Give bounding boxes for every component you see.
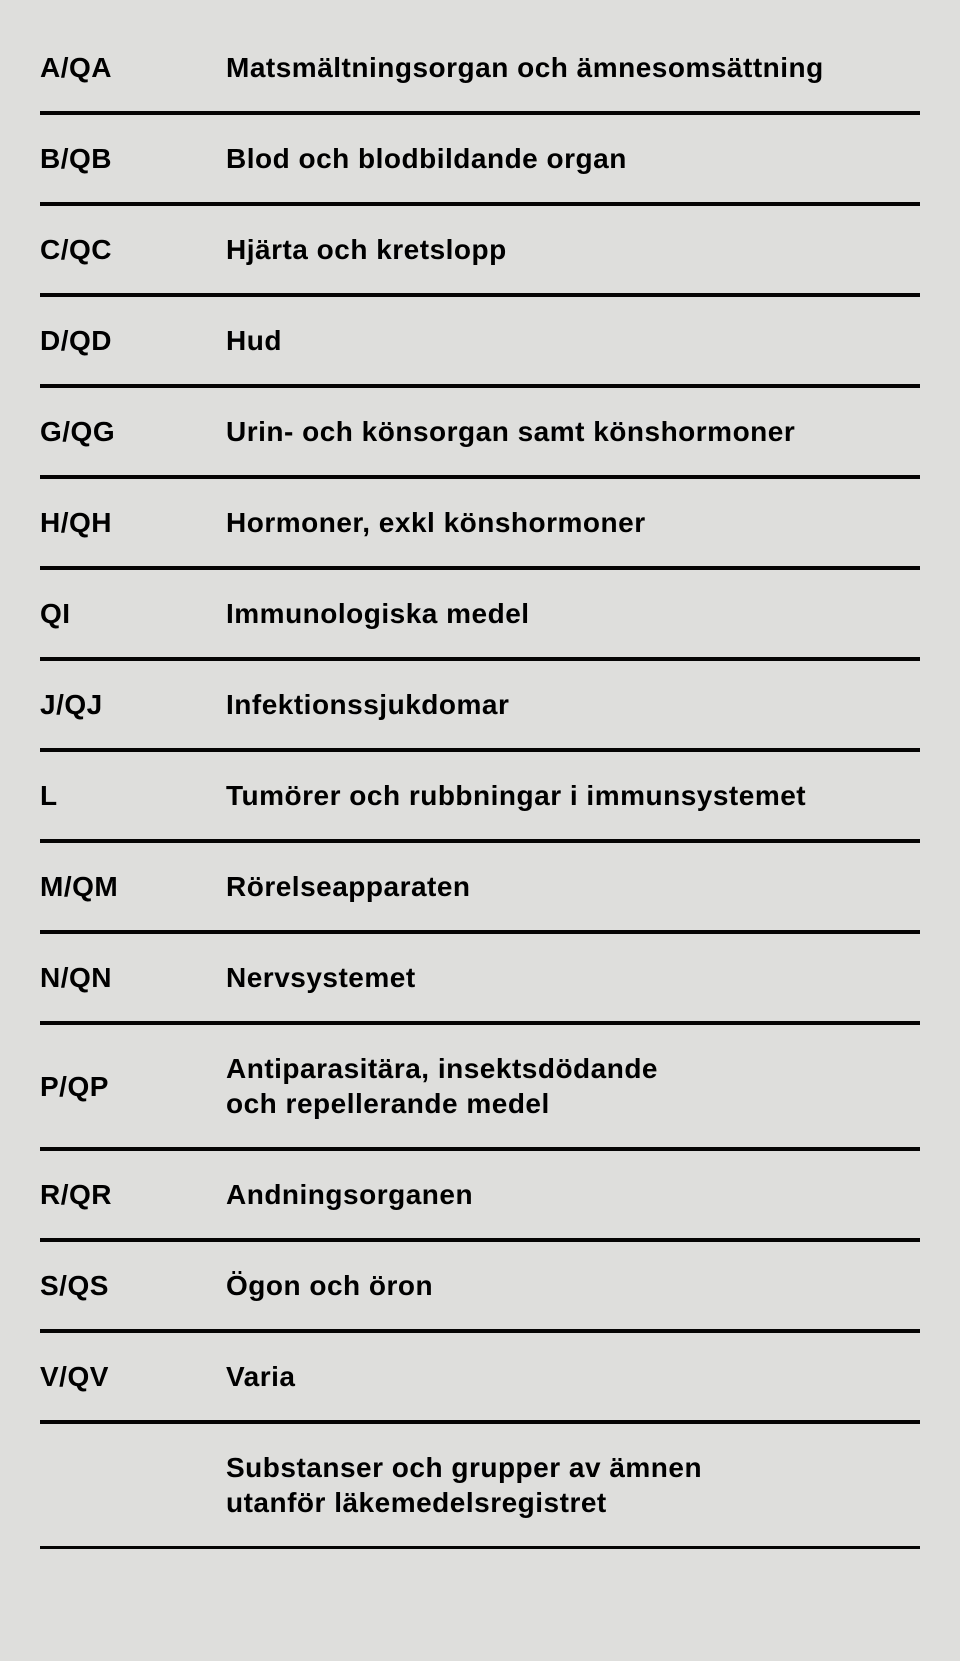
code-cell: G/QG (40, 414, 226, 449)
table-row: S/QS Ögon och öron (40, 1242, 920, 1333)
code-cell: V/QV (40, 1359, 226, 1394)
table-row: M/QM Rörelseapparaten (40, 843, 920, 934)
table-row: QI Immunologiska medel (40, 570, 920, 661)
description-cell: Matsmältningsorgan och ämnesomsättning (226, 50, 920, 85)
code-cell: H/QH (40, 505, 226, 540)
code-cell: M/QM (40, 869, 226, 904)
code-cell: P/QP (40, 1069, 226, 1104)
table-row: P/QP Antiparasitära, insektsdödande och … (40, 1025, 920, 1151)
code-cell: C/QC (40, 232, 226, 267)
description-line: och repellerande medel (226, 1086, 920, 1121)
table-row: B/QB Blod och blodbildande organ (40, 115, 920, 206)
code-cell: S/QS (40, 1268, 226, 1303)
description-cell: Blod och blodbildande organ (226, 141, 920, 176)
code-cell: A/QA (40, 50, 226, 85)
table-row: N/QN Nervsystemet (40, 934, 920, 1025)
code-cell: N/QN (40, 960, 226, 995)
table-row: H/QH Hormoner, exkl könshormoner (40, 479, 920, 570)
table-row: J/QJ Infektionssjukdomar (40, 661, 920, 752)
footer-line: Substanser och grupper av ämnen (226, 1452, 702, 1483)
table-row: L Tumörer och rubbningar i immunsystemet (40, 752, 920, 843)
table-row: V/QV Varia (40, 1333, 920, 1424)
description-cell: Urin- och könsorgan samt könshormoner (226, 414, 920, 449)
description-cell: Hormoner, exkl könshormoner (226, 505, 920, 540)
description-cell: Nervsystemet (226, 960, 920, 995)
description-cell: Infektionssjukdomar (226, 687, 920, 722)
description-cell: Andningsorganen (226, 1177, 920, 1212)
description-line: Antiparasitära, insektsdödande (226, 1053, 658, 1084)
table-row: D/QD Hud (40, 297, 920, 388)
description-cell: Hjärta och kretslopp (226, 232, 920, 267)
footer-line: utanför läkemedelsregistret (226, 1485, 920, 1520)
description-cell: Antiparasitära, insektsdödande och repel… (226, 1051, 920, 1121)
description-cell: Rörelseapparaten (226, 869, 920, 904)
code-cell: J/QJ (40, 687, 226, 722)
description-cell: Varia (226, 1359, 920, 1394)
classification-table: A/QA Matsmältningsorgan och ämnesomsättn… (40, 50, 920, 1549)
description-cell: Tumörer och rubbningar i immunsystemet (226, 778, 920, 813)
table-row: A/QA Matsmältningsorgan och ämnesomsättn… (40, 50, 920, 115)
code-cell: B/QB (40, 141, 226, 176)
table-row: R/QR Andningsorganen (40, 1151, 920, 1242)
description-cell: Immunologiska medel (226, 596, 920, 631)
code-cell: L (40, 778, 226, 813)
table-row: C/QC Hjärta och kretslopp (40, 206, 920, 297)
code-cell: R/QR (40, 1177, 226, 1212)
description-cell: Ögon och öron (226, 1268, 920, 1303)
code-cell: D/QD (40, 323, 226, 358)
code-cell: QI (40, 596, 226, 631)
table-row: G/QG Urin- och könsorgan samt könshormon… (40, 388, 920, 479)
description-cell: Hud (226, 323, 920, 358)
table-footer-row: Substanser och grupper av ämnen utanför … (40, 1424, 920, 1549)
